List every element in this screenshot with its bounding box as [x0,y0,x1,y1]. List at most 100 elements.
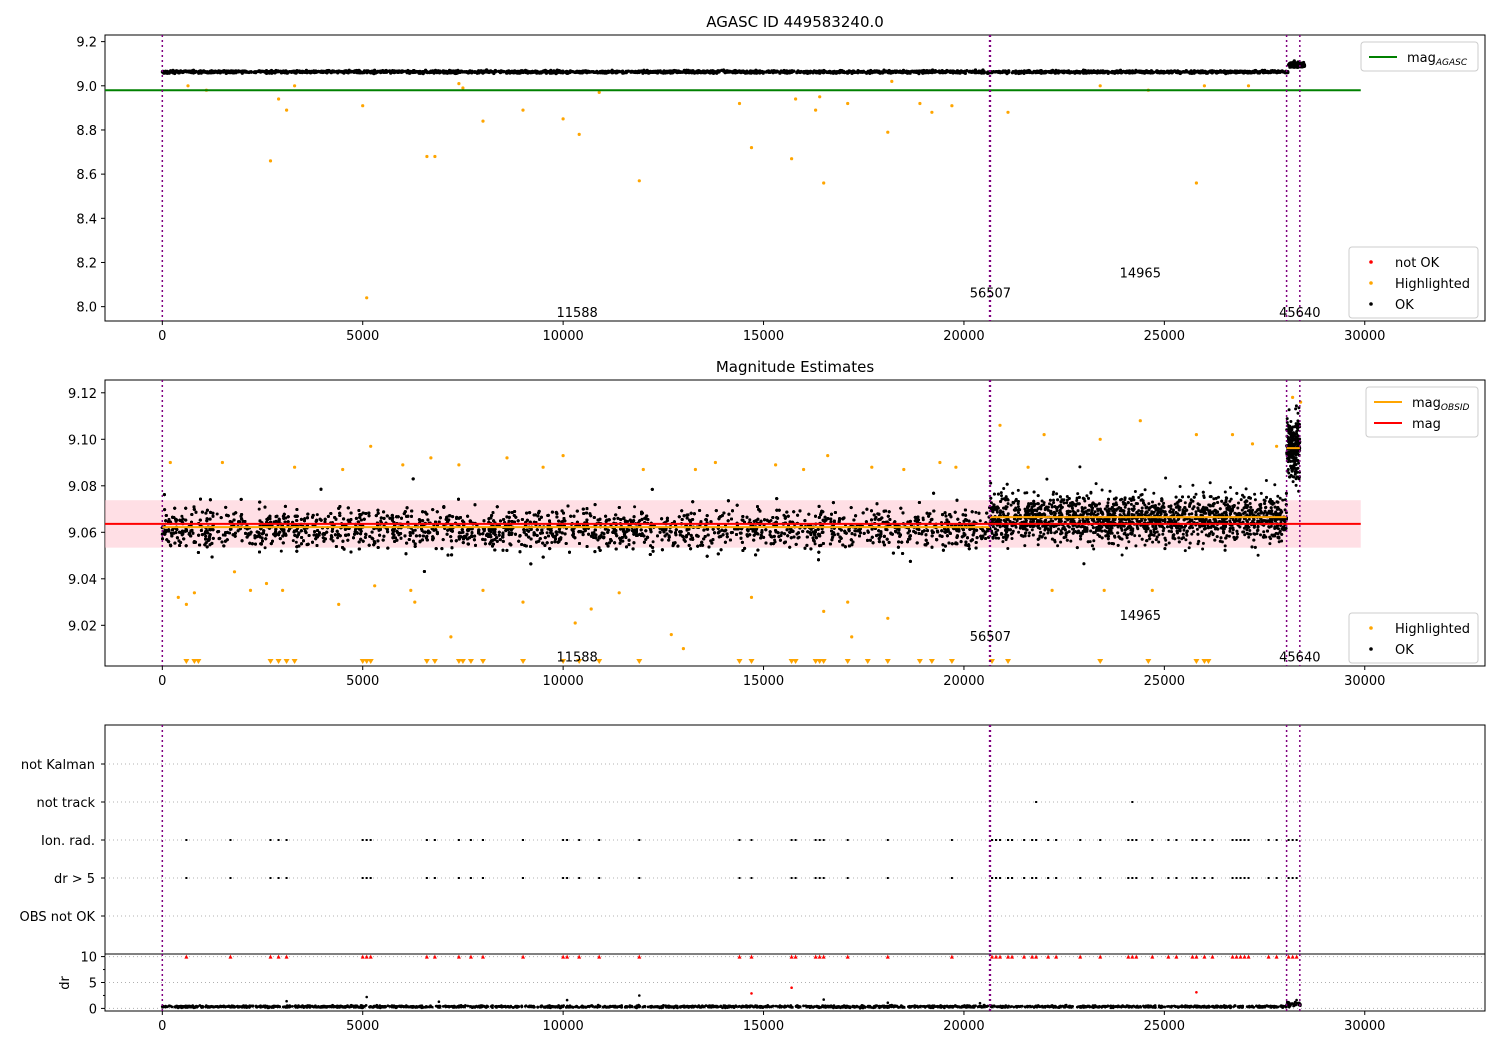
ok-point [624,69,628,73]
ok-point [1257,71,1261,75]
highlighted-point [1202,84,1206,88]
p0-obsid-annotation: 56507 [970,286,1011,301]
ok-point [457,70,461,74]
ok-point [373,68,377,72]
ok-point [902,70,906,74]
ok-point [1114,70,1118,74]
ok-point [1093,69,1097,73]
p0-legend-lower-entry-label: OK [1395,298,1414,313]
ok-point [805,70,810,74]
ok-point [1250,70,1254,74]
ok-point [797,70,801,74]
ok-point [300,69,305,73]
ok-point [412,69,416,73]
ok-point [279,549,283,553]
ok-point [432,69,436,74]
ok-point [968,70,972,74]
ok-point [384,70,388,74]
ok-point [169,70,173,74]
ok-point [587,69,591,74]
ok-point [870,70,874,74]
ok-point [766,69,771,73]
p1-ytick-label: 9.08 [68,480,97,495]
ok-point [422,70,426,74]
ok-point [1253,69,1257,73]
highlighted-point [886,130,890,134]
ok-point [270,71,274,75]
p0-obsid-annotation: 14965 [1120,266,1161,281]
ok-point [258,69,262,73]
ok-point [425,71,430,75]
agasc-panel-plot: 0 5000 10000 15000 20000 25000 300008.08.28.48… [76,35,1479,344]
ok-point [914,69,918,73]
ok-point [1020,70,1024,74]
p0-obsid-annotation: 45640 [1279,306,1320,321]
ok-point [544,71,548,75]
ok-point [841,70,845,74]
ok-point [1032,69,1036,73]
highlighted-point [597,90,601,94]
ok-point [1081,68,1086,72]
ok-point [1242,71,1246,75]
ok-point [1158,70,1162,74]
ok-point [1076,70,1080,74]
ok-point [1161,69,1165,74]
ok-point [1107,70,1111,74]
ok-point [184,69,188,73]
ok-point [786,69,790,73]
p0-xtick-label: 20000 [943,329,984,344]
ok-point [219,70,223,74]
ok-point [702,71,707,75]
highlighted-point [461,86,465,90]
ok-point [294,540,298,544]
ok-point [162,71,166,75]
ok-point [982,71,986,75]
p1-xtick-label: 5000 [346,674,379,689]
ok-point [264,69,268,73]
ok-point [1155,70,1159,74]
ok-point [519,69,523,73]
p0-legend-lower-swatch [1369,302,1373,306]
p1-xtick-label: 20000 [943,674,984,689]
ok-point [416,70,421,74]
highlighted-point [930,110,934,114]
ok-point [779,69,783,73]
highlighted-point [425,154,429,159]
p0-obsid-annotation: 11588 [556,306,597,321]
ok-point [1181,70,1185,74]
ok-point [1073,70,1077,74]
highlighted-point [481,119,485,123]
ok-point [978,519,982,523]
p1-xtick-label: 25000 [1144,674,1185,689]
ok-point [516,70,520,74]
highlighted-point [1194,181,1198,185]
ok-point [257,507,261,511]
ok-point [632,70,636,74]
ok-point [882,68,886,72]
ok-point [1011,70,1016,74]
ok-point [397,69,401,73]
ok-point [802,71,806,75]
ok-point [441,70,445,74]
ok-point [978,70,983,75]
ok-point [591,70,595,74]
ok-point [748,518,752,522]
p0-xtick-label: 25000 [1144,329,1185,344]
ok-point [655,69,659,74]
highlighted-point [737,101,742,106]
ok-point [286,70,291,74]
ok-point [707,70,712,74]
ok-point [749,69,753,73]
ok-point [1293,65,1297,69]
ok-point [199,71,203,75]
highlighted-point [433,154,437,159]
ok-point [493,70,497,74]
ok-point [743,71,748,75]
agasc-panel-title: AGASC ID 449583240.0 [706,13,884,31]
p1-xtick-label: 10000 [542,674,583,689]
ok-point [920,70,924,74]
ok-point [925,70,930,74]
highlighted-point [361,104,365,108]
ok-point [933,69,938,73]
highlighted-point [186,84,190,88]
